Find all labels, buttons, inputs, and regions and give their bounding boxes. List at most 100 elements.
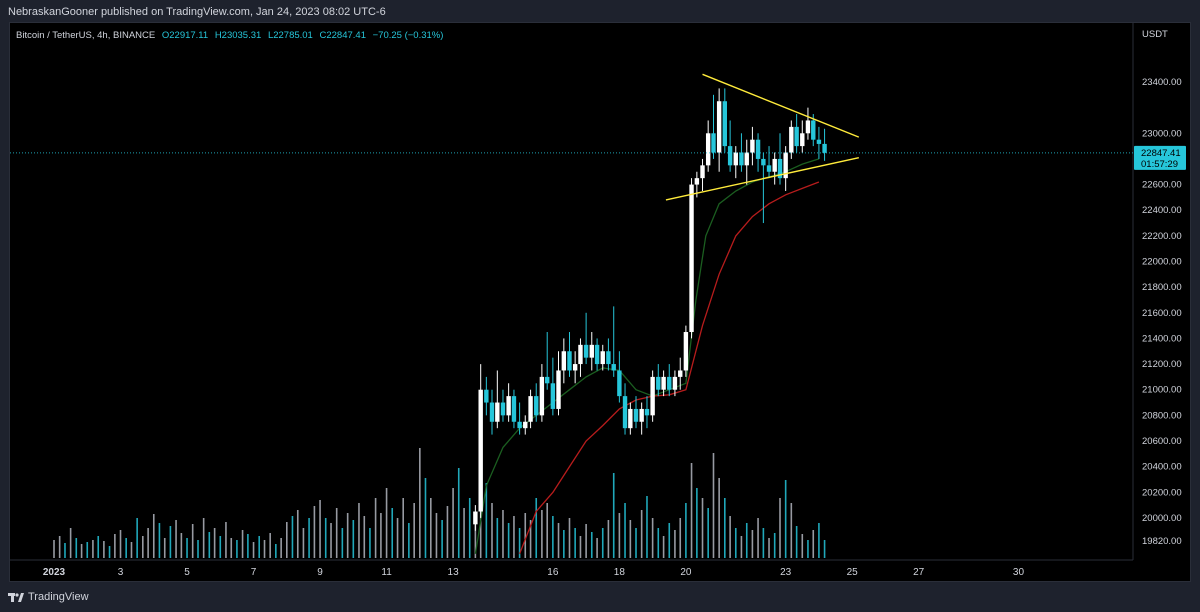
footer-brand-label: TradingView [28, 591, 89, 603]
candle-body [489, 402, 495, 422]
volume-bar [197, 540, 199, 558]
volume-bar [557, 523, 560, 558]
volume-bar [175, 520, 177, 558]
x-tick-label: 25 [847, 567, 859, 578]
x-tick-label: 3 [118, 567, 124, 578]
volume-bar [724, 498, 726, 558]
volume-bar [701, 498, 704, 558]
chart-frame[interactable] [9, 22, 1191, 582]
volume-bar [640, 510, 643, 558]
volume-bar [635, 528, 637, 558]
candle-body [750, 139, 755, 153]
axes-layer: USDT 23400.00 23000.00 22600.00 22400.00 2220… [10, 29, 1186, 578]
volume-bar [286, 522, 288, 558]
volume-bar [64, 543, 66, 558]
volume-bar [413, 503, 415, 558]
volume-bar [263, 540, 266, 558]
candle-body [523, 421, 528, 429]
volume-bar [452, 488, 454, 558]
candle-body [777, 158, 783, 179]
y-tick-label: 20600.00 [1142, 436, 1182, 447]
candle-body [816, 139, 822, 144]
volume-bar [385, 488, 388, 558]
volume-bar [258, 536, 260, 558]
volume-bar [330, 523, 332, 558]
footer-brand[interactable]: TradingView [8, 591, 89, 603]
candle-body [478, 389, 483, 512]
y-tick-label: 21200.00 [1142, 359, 1182, 370]
y-tick-label: 22000.00 [1142, 256, 1182, 267]
candle-body [639, 408, 644, 422]
candle-body [534, 396, 539, 416]
volume-bar [590, 532, 593, 558]
volume-bar [408, 523, 410, 558]
volume-bar [269, 533, 271, 558]
volume-bar [225, 522, 227, 558]
volume-bar [502, 510, 504, 558]
volume-bar [657, 528, 660, 558]
volume-bar [779, 498, 781, 558]
trendline-upper [702, 73, 860, 138]
volume-bar [247, 534, 249, 558]
volume-bar [496, 518, 499, 558]
candle-body [700, 165, 705, 179]
candle-body [495, 402, 500, 422]
volume-bar [474, 518, 477, 558]
y-tick-label: 22600.00 [1142, 180, 1182, 191]
volume-bar [136, 518, 138, 558]
candle-body [622, 396, 628, 429]
candle-body [594, 344, 600, 365]
volume-bar [241, 530, 244, 558]
volume-bar [707, 508, 709, 558]
volume-bar [75, 538, 78, 558]
candle-body [705, 133, 711, 166]
volume-bar [740, 536, 743, 558]
volume-bar [280, 538, 282, 558]
volume-bar [97, 536, 100, 558]
volume-bar [535, 498, 538, 558]
candle-body [722, 101, 728, 147]
candle-body [545, 376, 550, 384]
volume-bar [646, 496, 648, 558]
candle-body [611, 364, 616, 371]
y-tick-label: 23000.00 [1142, 128, 1182, 139]
volume-bar [302, 528, 305, 558]
candle-body [617, 370, 622, 397]
candle-body [744, 152, 749, 166]
volume-bar [69, 528, 72, 558]
volume-bar [668, 523, 671, 558]
volume-bar [596, 538, 598, 558]
volume-bar [790, 503, 793, 558]
volume-bar [468, 498, 471, 558]
volume-bar [419, 448, 421, 558]
candle-body [766, 165, 772, 172]
candle-body [656, 376, 661, 390]
candle-body [800, 133, 805, 147]
volume-bar [180, 533, 183, 558]
candle-body [561, 351, 567, 371]
candle-body [661, 376, 666, 390]
volume-bar [58, 536, 61, 558]
x-tick-label: 11 [381, 567, 392, 578]
volume-bar [812, 530, 815, 558]
y-tick-label: 20800.00 [1142, 410, 1182, 421]
candle-body [572, 364, 578, 371]
candle-body [484, 389, 489, 403]
volume-bar [230, 538, 233, 558]
y-tick-label: 20200.00 [1142, 487, 1182, 498]
volume-bar [729, 516, 731, 558]
y-tick-label: 21800.00 [1142, 282, 1182, 293]
volume-bar [579, 536, 582, 558]
candle-body [667, 376, 672, 390]
volume-bar [430, 498, 432, 558]
close-value: C22847.41 [319, 30, 366, 41]
ema-fast-line [474, 158, 820, 554]
y-tick-label: 22400.00 [1142, 205, 1182, 216]
volume-bar [369, 528, 371, 558]
candle-body [783, 152, 788, 179]
volume-bar [651, 518, 654, 558]
candle-body [506, 396, 511, 416]
candle-body [733, 152, 738, 166]
volume-bar [319, 500, 321, 558]
